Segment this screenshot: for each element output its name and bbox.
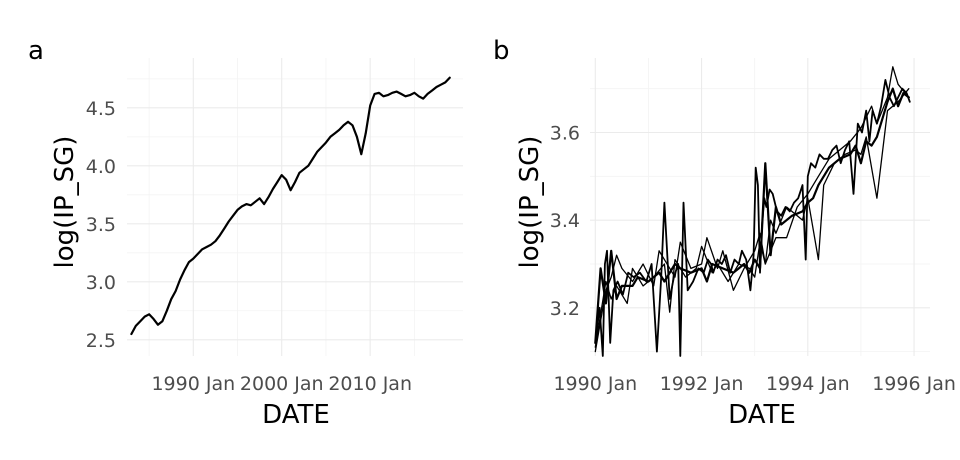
panel-a-x-axis-title: DATE bbox=[262, 400, 330, 430]
x-tick-label: 1996 Jan bbox=[872, 373, 956, 395]
panel-a-grid bbox=[127, 58, 463, 356]
x-tick-label: 1990 Jan bbox=[151, 373, 235, 395]
x-tick-label: 2010 Jan bbox=[328, 373, 412, 395]
panel-a-y-axis-title: log(IP_SG) bbox=[50, 136, 80, 269]
panel-b-tag: b bbox=[493, 36, 510, 66]
y-tick-label: 3.5 bbox=[86, 214, 116, 236]
panel-b-y-axis-title: log(IP_SG) bbox=[515, 136, 545, 269]
y-tick-label: 4.0 bbox=[86, 156, 116, 178]
panel-a: a 1990 Jan 2000 Jan 2010 Jan 2.5 3.0 3.5 4.0 4.… bbox=[28, 36, 463, 430]
x-tick-label: 2000 Jan bbox=[240, 373, 324, 395]
x-tick-label: 1992 Jan bbox=[660, 373, 744, 395]
panel-a-series bbox=[130, 76, 451, 336]
panel-b-grid bbox=[590, 58, 930, 356]
panel-b: b 1990 Jan 1992 Jan 1994 Jan 1996 Jan 3.2 3.4… bbox=[493, 36, 956, 430]
panel-b-x-axis-title: DATE bbox=[728, 400, 796, 430]
panel-b-series bbox=[594, 66, 911, 357]
series-line-0 bbox=[594, 66, 910, 353]
series-line-0 bbox=[130, 76, 451, 336]
series-line-2 bbox=[594, 88, 910, 348]
series-line-3 bbox=[595, 79, 911, 357]
panel-b-ticks: 1990 Jan 1992 Jan 1994 Jan 1996 Jan 3.2 3.4 3.… bbox=[550, 123, 956, 396]
y-tick-label: 3.2 bbox=[550, 298, 580, 320]
panel-a-ticks: 1990 Jan 2000 Jan 2010 Jan 2.5 3.0 3.5 4.0 4.5 bbox=[86, 98, 412, 395]
y-tick-label: 2.5 bbox=[86, 330, 116, 352]
y-tick-label: 3.0 bbox=[86, 272, 116, 294]
y-tick-label: 4.5 bbox=[86, 98, 116, 120]
y-tick-label: 3.4 bbox=[550, 210, 580, 232]
x-tick-label: 1994 Jan bbox=[766, 373, 850, 395]
x-tick-label: 1990 Jan bbox=[553, 373, 637, 395]
panel-a-tag: a bbox=[28, 36, 44, 66]
y-tick-label: 3.6 bbox=[550, 123, 580, 145]
